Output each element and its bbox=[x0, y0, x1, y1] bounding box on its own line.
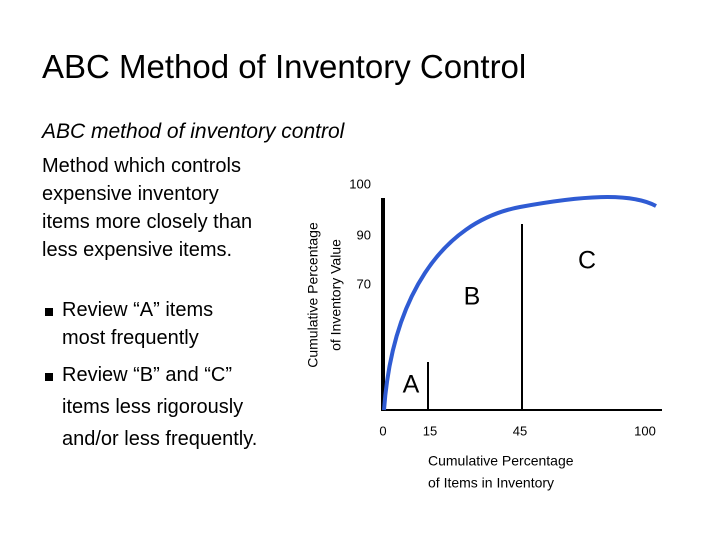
x-tick-label: 45 bbox=[513, 423, 527, 438]
curve bbox=[382, 195, 657, 411]
region-label: B bbox=[464, 283, 481, 311]
bullet-marker bbox=[45, 308, 53, 316]
y-tick-label: 100 bbox=[349, 176, 371, 191]
x-axis-label: of Items in Inventory bbox=[428, 475, 554, 491]
x-axis-label: Cumulative Percentage bbox=[428, 453, 574, 469]
subtitle: ABC method of inventory control bbox=[42, 120, 345, 143]
bullet-text: most frequently bbox=[62, 327, 199, 349]
bullet-text: items less rigorously bbox=[62, 396, 244, 418]
x-tick-label: 100 bbox=[634, 423, 656, 438]
description-line: Method which controls bbox=[42, 155, 241, 177]
description-line: items more closely than bbox=[42, 211, 253, 233]
x-tick-label: 0 bbox=[379, 423, 386, 438]
region-label: A bbox=[403, 371, 420, 399]
bullet-text: and/or less frequently. bbox=[62, 428, 258, 450]
slide-title: ABC Method of Inventory Control bbox=[42, 48, 527, 85]
y-tick-label: 70 bbox=[357, 276, 371, 291]
description-line: expensive inventory bbox=[42, 183, 219, 205]
y-axis-label: Cumulative Percentage bbox=[305, 222, 321, 368]
description-line: less expensive items. bbox=[42, 239, 233, 261]
y-tick-label: 90 bbox=[357, 227, 371, 242]
region-label: C bbox=[578, 247, 596, 275]
y-axis-label: of Inventory Value bbox=[328, 239, 344, 351]
bullet-marker bbox=[45, 373, 53, 381]
x-tick-label: 15 bbox=[423, 423, 437, 438]
bullet-text: Review “A” items bbox=[62, 299, 214, 321]
bullet-text: Review “B” and “C” bbox=[62, 364, 233, 386]
